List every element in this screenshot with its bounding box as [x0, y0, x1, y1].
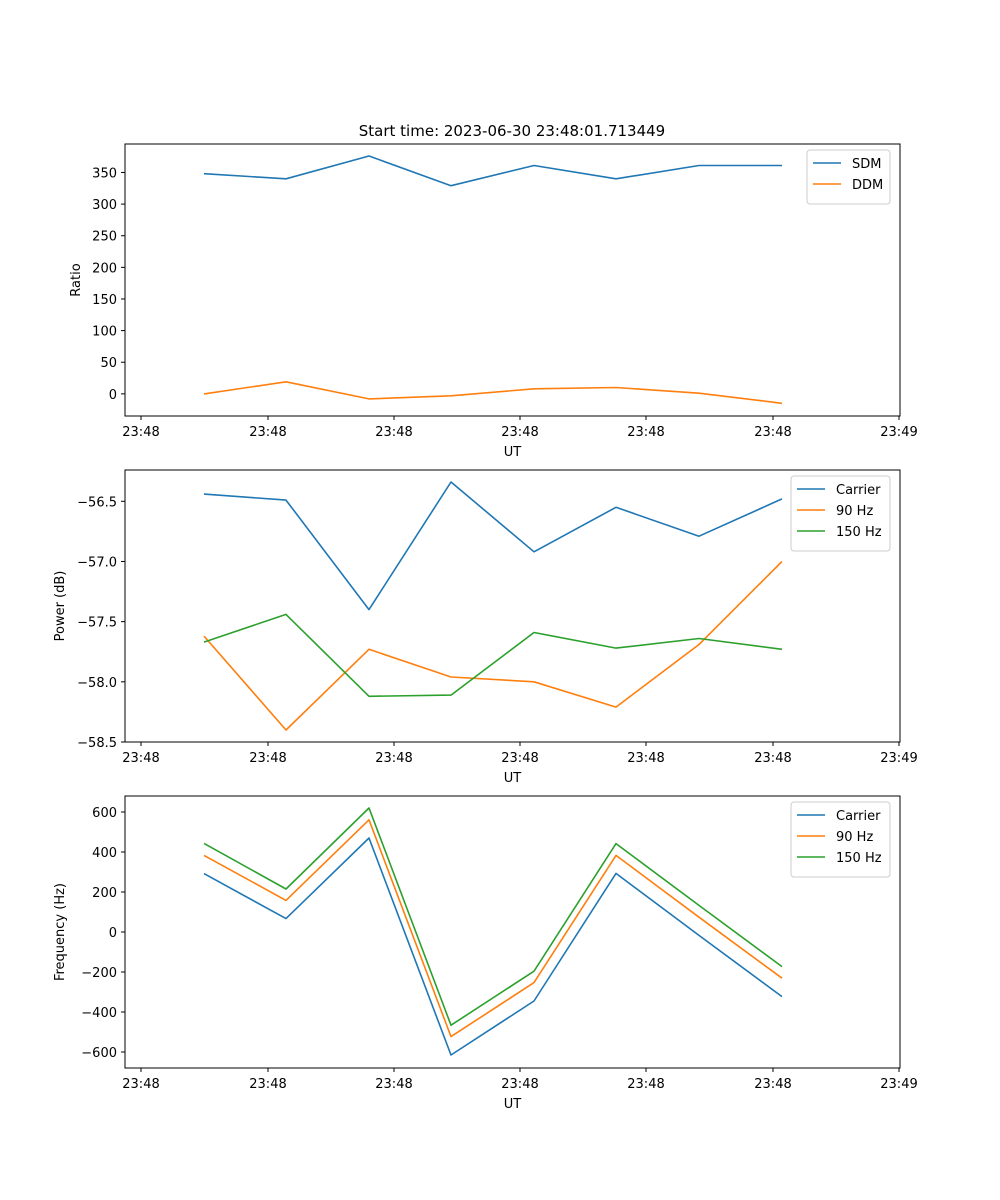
- ratio-y-tick-label: 0: [109, 388, 117, 403]
- frequency-series-line-90-hz: [203, 818, 783, 1038]
- power-y-axis-label: Power (dB): [53, 571, 68, 642]
- frequency-y-tick-label: 0: [109, 926, 117, 941]
- frequency-x-tick-label: 23:48: [754, 1077, 791, 1092]
- frequency-x-tick-label: 23:48: [501, 1077, 538, 1092]
- ratio-x-tick-label: 23:48: [627, 425, 664, 440]
- ratio-y-tick-label: 100: [92, 325, 117, 340]
- power-legend-label: 150 Hz: [836, 525, 882, 540]
- figure-title: Start time: 2023-06-30 23:48:01.713449: [359, 122, 665, 140]
- ratio-y-axis-label: Ratio: [69, 263, 84, 296]
- ratio-x-tick-label: 23:48: [375, 425, 412, 440]
- frequency-x-tick-label: 23:48: [627, 1077, 664, 1092]
- ratio-x-tick-label: 23:48: [754, 425, 791, 440]
- ratio-axes-frame: [124, 143, 901, 417]
- power-x-tick-label: 23:48: [122, 751, 159, 766]
- ratio-legend-label: SDM: [852, 157, 881, 172]
- ratio-legend: SDM DDM: [806, 149, 891, 205]
- power-series-line-150-hz: [203, 613, 783, 698]
- frequency-y-axis-label: Frequency (Hz): [53, 883, 68, 981]
- frequency-x-tick-label: 23:48: [249, 1077, 286, 1092]
- ratio-y-tick-label: 350: [92, 166, 117, 181]
- frequency-x-tick-label: 23:49: [880, 1077, 917, 1092]
- ratio-x-tick-label: 23:49: [880, 425, 917, 440]
- ratio-y-tick-label: 300: [92, 198, 117, 213]
- ratio-series-line-sdm: [203, 155, 782, 187]
- frequency-legend-label: Carrier: [836, 809, 881, 824]
- power-x-tick-label: 23:48: [249, 751, 286, 766]
- ratio-y-tick-label: 200: [92, 261, 117, 276]
- frequency-y-tick-label: −600: [81, 1046, 117, 1061]
- power-y-tick-label: −57.0: [77, 555, 117, 570]
- power-x-tick-label: 23:48: [754, 751, 791, 766]
- ratio-x-tick-label: 23:48: [122, 425, 159, 440]
- ratio-x-tick-label: 23:48: [501, 425, 538, 440]
- frequency-legend-label: 150 Hz: [836, 851, 882, 866]
- frequency-x-tick-label: 23:48: [375, 1077, 412, 1092]
- ratio-panel: 23:48 23:48 23:48 23:48 23:48 23:48 23:49 UT 0 50…: [69, 143, 918, 460]
- power-panel: 23:48 23:48 23:48 23:48 23:48 23:48 23:49 UT −58…: [53, 469, 918, 786]
- power-legend: Carrier 90 Hz 150 Hz: [790, 475, 891, 552]
- power-legend-label: Carrier: [836, 483, 881, 498]
- power-axes-frame: [124, 469, 901, 743]
- ratio-x-tick-label: 23:48: [249, 425, 286, 440]
- power-x-tick-label: 23:48: [627, 751, 664, 766]
- ratio-x-axis-label: UT: [504, 445, 522, 460]
- frequency-y-tick-label: 200: [92, 886, 117, 901]
- power-y-tick-label: −57.5: [77, 616, 117, 631]
- frequency-legend: Carrier 90 Hz 150 Hz: [790, 801, 891, 878]
- power-series-line-90-hz: [203, 560, 783, 731]
- frequency-x-tick-label: 23:48: [122, 1077, 159, 1092]
- ratio-legend-label: DDM: [852, 178, 883, 193]
- power-x-tick-label: 23:49: [880, 751, 917, 766]
- frequency-legend-box: [790, 801, 891, 878]
- ratio-series-line-ddm: [203, 380, 783, 405]
- frequency-y-tick-label: 400: [92, 846, 117, 861]
- frequency-y-tick-label: −200: [81, 966, 117, 981]
- frequency-y-tick-label: 600: [92, 806, 117, 821]
- power-x-axis-label: UT: [504, 771, 522, 786]
- power-y-tick-label: −58.0: [77, 676, 117, 691]
- power-y-tick-label: −56.5: [77, 495, 117, 510]
- power-legend-label: 90 Hz: [836, 504, 873, 519]
- frequency-legend-label: 90 Hz: [836, 830, 873, 845]
- frequency-y-tick-label: −400: [81, 1006, 117, 1021]
- frequency-series-line-carrier: [203, 837, 783, 1056]
- frequency-series-line-150-hz: [203, 807, 783, 1026]
- frequency-panel: 23:48 23:48 23:48 23:48 23:48 23:48 23:49 UT −60…: [53, 795, 918, 1112]
- power-legend-box: [790, 475, 891, 552]
- ratio-y-tick-label: 150: [92, 293, 117, 308]
- power-x-tick-label: 23:48: [375, 751, 412, 766]
- power-x-tick-label: 23:48: [501, 751, 538, 766]
- frequency-axes-frame: [124, 795, 901, 1069]
- ratio-y-tick-label: 250: [92, 230, 117, 245]
- frequency-x-axis-label: UT: [504, 1097, 522, 1112]
- power-series-line-carrier: [203, 481, 783, 611]
- ratio-y-tick-label: 50: [100, 356, 117, 371]
- power-y-tick-label: −58.5: [77, 736, 117, 751]
